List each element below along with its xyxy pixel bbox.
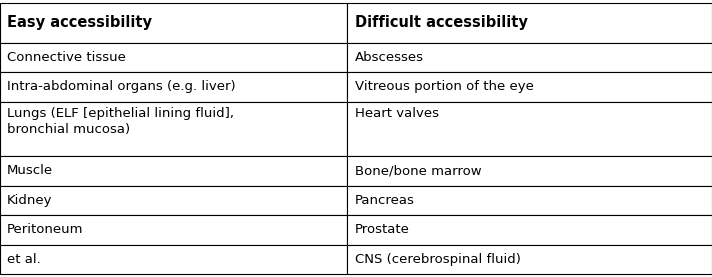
Text: Heart valves: Heart valves [355, 107, 439, 120]
Bar [347, 102, 712, 156]
Text: Pancreas: Pancreas [355, 194, 414, 207]
Bar [0, 186, 347, 215]
Bar [347, 186, 712, 215]
Bar [0, 186, 347, 215]
Bar [347, 215, 712, 245]
Bar [347, 186, 712, 215]
Bar [347, 215, 712, 245]
Bar [0, 156, 347, 186]
Bar [0, 3, 347, 43]
Text: et al.: et al. [7, 253, 41, 266]
Bar [0, 72, 347, 102]
Bar [0, 245, 347, 274]
Bar [0, 215, 347, 245]
Text: Abscesses: Abscesses [355, 51, 424, 64]
Text: Intra-abdominal organs (e.g. liver): Intra-abdominal organs (e.g. liver) [7, 80, 236, 93]
Text: Lungs (ELF [epithelial lining fluid],
bronchial mucosa): Lungs (ELF [epithelial lining fluid], br… [7, 107, 234, 136]
Bar [347, 245, 712, 274]
Bar [347, 43, 712, 72]
Bar [347, 43, 712, 72]
Bar [347, 245, 712, 274]
Bar [0, 3, 347, 43]
Bar [347, 72, 712, 102]
Bar [0, 245, 347, 274]
Text: Prostate: Prostate [355, 224, 409, 237]
Bar [0, 102, 347, 156]
Text: Bone/bone marrow: Bone/bone marrow [355, 165, 481, 178]
Text: Kidney: Kidney [7, 194, 53, 207]
Bar [347, 156, 712, 186]
Text: CNS (cerebrospinal fluid): CNS (cerebrospinal fluid) [355, 253, 520, 266]
Bar [0, 43, 347, 72]
Text: Difficult accessibility: Difficult accessibility [355, 15, 528, 30]
Bar [347, 3, 712, 43]
Bar [0, 215, 347, 245]
Bar [347, 156, 712, 186]
Bar [347, 3, 712, 43]
Text: Muscle: Muscle [7, 165, 53, 178]
Text: Peritoneum: Peritoneum [7, 224, 83, 237]
Bar [0, 156, 347, 186]
Text: Connective tissue: Connective tissue [7, 51, 126, 64]
Bar [347, 72, 712, 102]
Bar [0, 72, 347, 102]
Bar [0, 102, 347, 156]
Bar [0, 43, 347, 72]
Text: Easy accessibility: Easy accessibility [7, 15, 152, 30]
Text: Vitreous portion of the eye: Vitreous portion of the eye [355, 80, 533, 93]
Bar [347, 102, 712, 156]
